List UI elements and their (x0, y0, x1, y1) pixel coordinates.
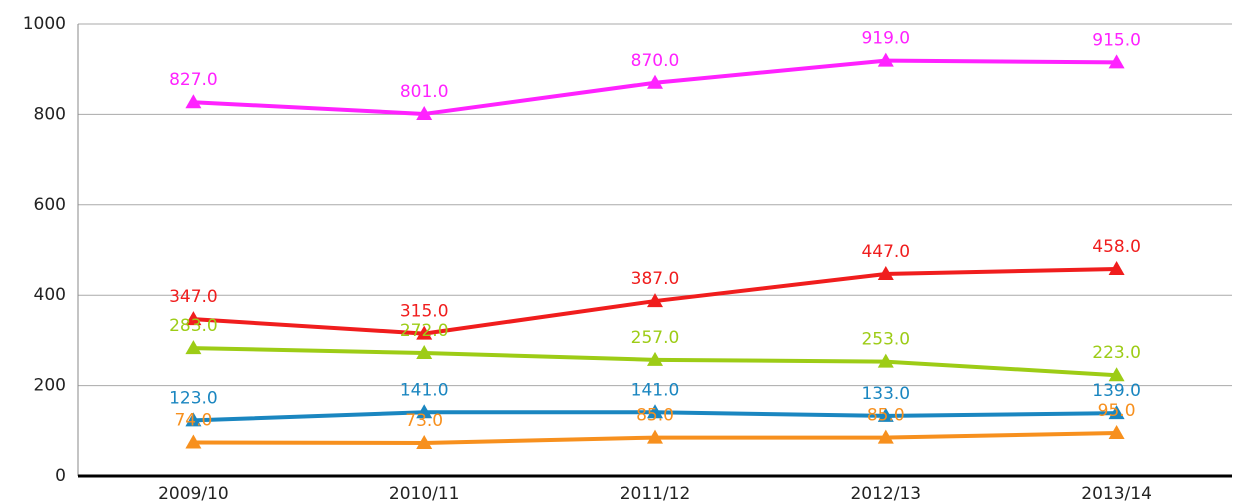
y-tick-label: 1000 (23, 14, 66, 34)
marker (185, 412, 202, 427)
data-label: 272.0 (400, 321, 449, 341)
data-label: 801.0 (400, 82, 449, 102)
x-tick-label: 2010/11 (389, 484, 460, 504)
data-label: 133.0 (861, 384, 910, 404)
marker (647, 351, 663, 366)
data-label: 85.0 (867, 406, 905, 426)
x-tick-label: 2011/12 (620, 484, 691, 504)
marker (877, 407, 894, 422)
data-label: 95.0 (1098, 401, 1136, 421)
data-label: 315.0 (400, 302, 449, 322)
y-tick-label: 800 (34, 104, 66, 124)
data-label: 827.0 (169, 70, 218, 90)
y-tick-label: 400 (34, 285, 66, 305)
data-label: 123.0 (169, 388, 218, 408)
marker (185, 311, 202, 326)
marker (185, 340, 202, 355)
data-label: 85.0 (636, 406, 674, 426)
marker (185, 94, 202, 109)
data-label: 139.0 (1092, 381, 1141, 401)
marker (647, 404, 663, 419)
marker (1108, 54, 1125, 69)
marker (416, 325, 433, 340)
data-label: 257.0 (631, 328, 680, 348)
marker (1108, 405, 1125, 420)
data-label: 870.0 (631, 51, 680, 71)
marker (416, 345, 433, 360)
data-label: 915.0 (1092, 30, 1141, 50)
marker (1108, 367, 1125, 382)
x-tick-label: 2009/10 (158, 484, 229, 504)
marker (416, 435, 433, 450)
marker (647, 293, 663, 308)
marker (416, 105, 433, 120)
marker (647, 74, 663, 89)
data-label: 919.0 (861, 29, 910, 49)
y-tick-label: 600 (34, 195, 66, 215)
data-label: 447.0 (861, 242, 910, 262)
marker (1108, 425, 1125, 440)
data-label: 283.0 (169, 316, 218, 336)
marker (877, 353, 894, 368)
marker (416, 404, 433, 419)
marker (877, 265, 894, 280)
marker (877, 52, 894, 67)
x-tick-label: 2013/14 (1081, 484, 1152, 504)
data-label: 223.0 (1092, 343, 1141, 363)
x-tick-label: 2012/13 (850, 484, 921, 504)
marker (647, 429, 663, 444)
data-label: 141.0 (631, 380, 680, 400)
marker (185, 434, 202, 449)
y-tick-label: 200 (34, 376, 66, 396)
data-label: 347.0 (169, 287, 218, 307)
data-label: 387.0 (631, 269, 680, 289)
data-label: 74.0 (174, 411, 212, 431)
y-tick-label: 0 (55, 466, 66, 486)
marker (877, 429, 894, 444)
data-label: 73.0 (405, 411, 443, 431)
data-label: 141.0 (400, 380, 449, 400)
data-label: 458.0 (1092, 237, 1141, 257)
data-label: 253.0 (861, 330, 910, 350)
marker (1108, 260, 1125, 275)
